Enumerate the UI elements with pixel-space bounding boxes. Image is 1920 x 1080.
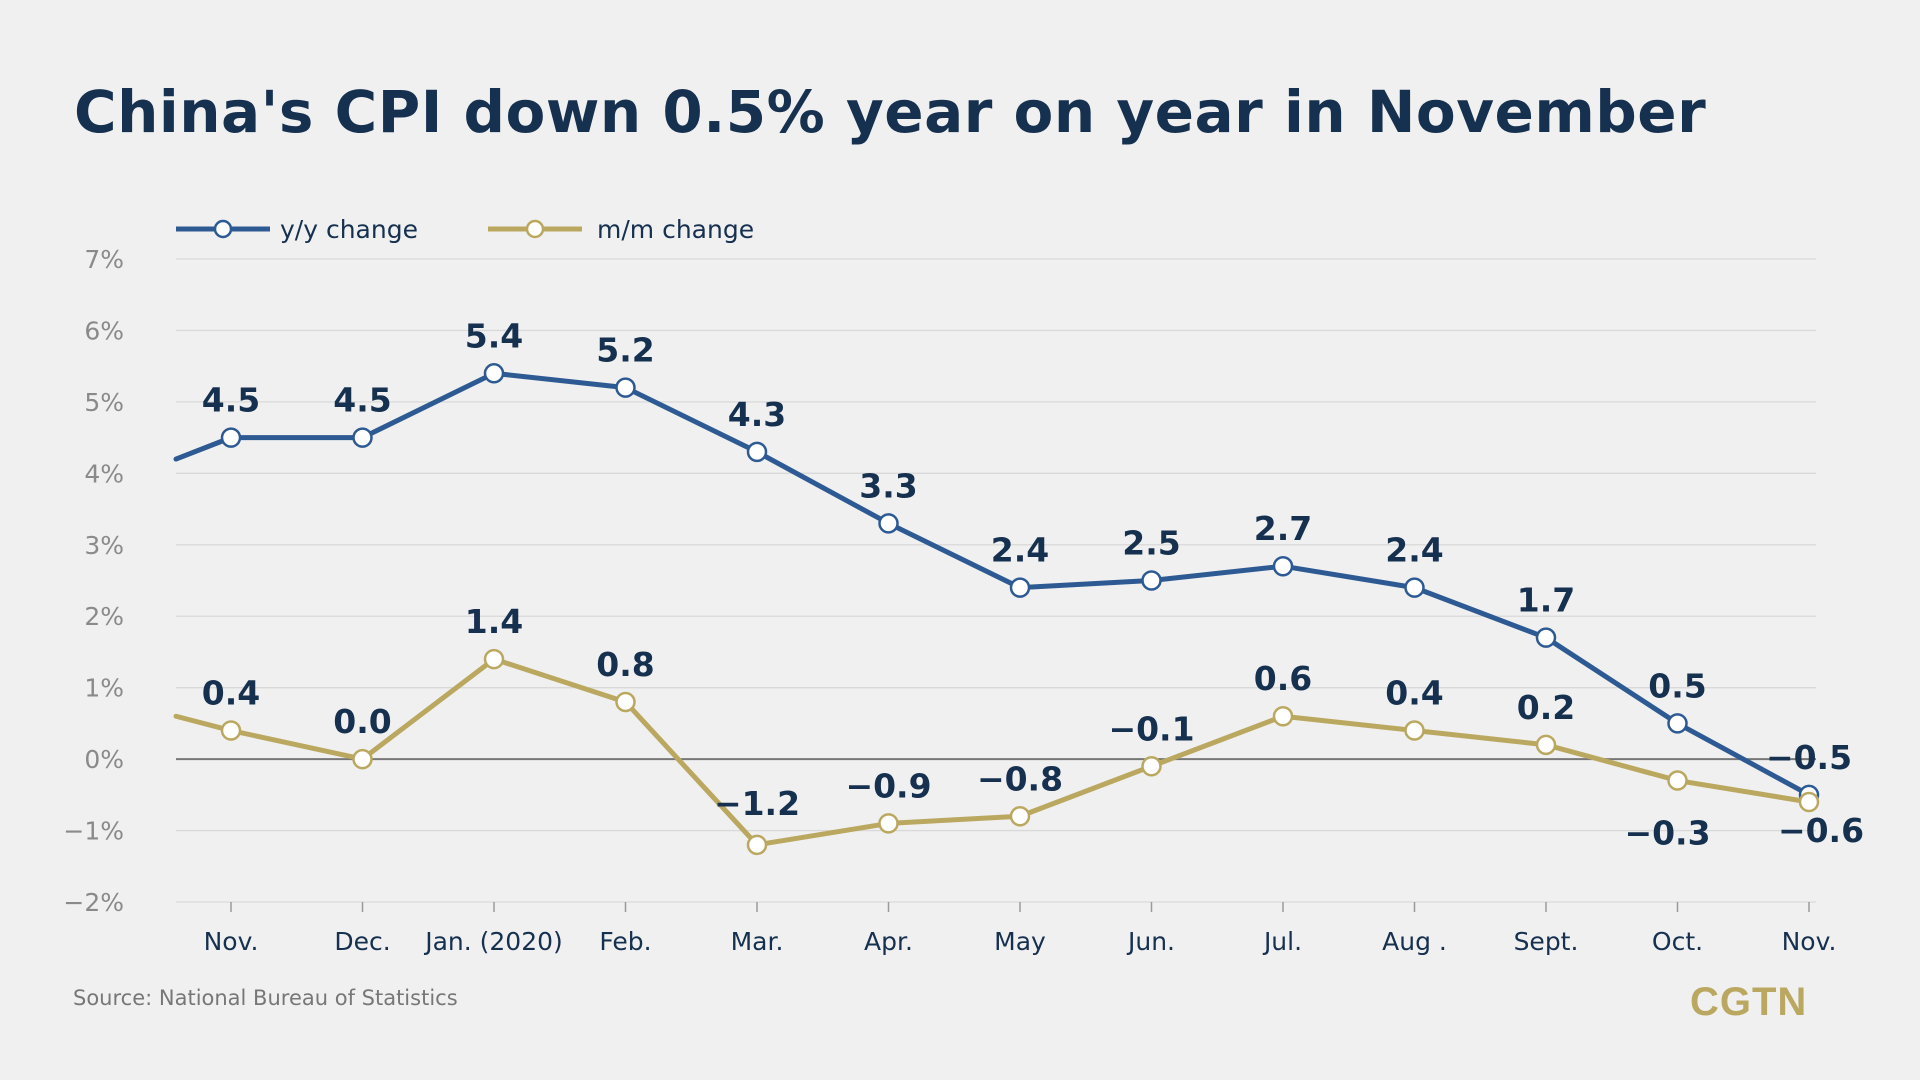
mm-data-point — [1798, 791, 1820, 813]
y-tick-label: 0% — [84, 745, 124, 774]
y-tick-label: −2% — [63, 888, 124, 917]
x-tick-label: May — [994, 927, 1046, 956]
yy-data-label: 3.3 — [859, 466, 917, 505]
yy-data-label: 5.4 — [465, 316, 523, 355]
mm-data-point — [615, 691, 636, 713]
mm-data-label: −0.1 — [1108, 709, 1194, 748]
mm-data-label: 0.2 — [1517, 688, 1575, 727]
y-tick-label: 2% — [84, 602, 124, 631]
mm-data-label: 0.8 — [596, 645, 654, 684]
mm-data-label: −0.8 — [977, 759, 1063, 798]
mm-data-label: 0.4 — [1385, 674, 1443, 713]
yy-data-label: −0.5 — [1766, 738, 1852, 777]
yy-data-point — [1667, 713, 1688, 734]
series-lines — [173, 363, 1820, 856]
y-tick-label: 3% — [84, 531, 124, 560]
source-note: Source: National Bureau of Statistics — [73, 986, 458, 1010]
yy-data-point — [746, 441, 768, 463]
yy-data-point — [878, 513, 899, 534]
legend: y/y change m/m change — [176, 215, 754, 244]
mm-data-point — [1141, 756, 1162, 777]
yy-data-label: 2.4 — [991, 531, 1049, 570]
x-tick-label: Apr. — [864, 927, 913, 956]
x-tick-label: Jun. — [1126, 927, 1175, 956]
yy-data-point — [1141, 570, 1162, 591]
x-axis-ticks: Nov. Dec. Jan. (2020) Feb. Mar. Apr. May Jun. Ju… — [204, 902, 1837, 956]
y-tick-label: 7% — [84, 245, 124, 274]
yy-series-line — [173, 370, 1812, 798]
mm-data-point — [1667, 770, 1688, 791]
yy-data-point — [1404, 577, 1425, 598]
yy-data-label: 4.3 — [728, 395, 786, 434]
mm-data-label: 0.6 — [1254, 659, 1312, 698]
mm-data-label: −0.6 — [1778, 811, 1864, 850]
y-tick-label: 5% — [84, 388, 124, 417]
legend-marker — [213, 219, 233, 239]
yy-data-point — [352, 427, 373, 448]
y-tick-label: 6% — [84, 316, 124, 345]
chart-title: China's CPI down 0.5% year on year in No… — [74, 78, 1707, 146]
yy-data-label: 4.5 — [333, 381, 391, 420]
mm-data-point — [352, 748, 373, 770]
x-tick-label: Aug . — [1382, 927, 1447, 956]
yy-data-label: 2.7 — [1254, 509, 1312, 548]
yy-data-label: 1.7 — [1517, 581, 1575, 620]
yy-data-label: 4.5 — [202, 381, 260, 420]
mm-data-point — [1404, 720, 1425, 741]
mm-data-point — [878, 813, 899, 834]
mm-series-line — [173, 656, 1812, 848]
mm-data-label: −0.9 — [845, 766, 931, 805]
mm-data-label: −0.3 — [1624, 814, 1710, 853]
mm-data-point — [1009, 806, 1031, 827]
y-tick-label: −1% — [63, 817, 124, 846]
grid-lines — [176, 258, 1816, 903]
x-tick-label: Nov. — [1782, 927, 1837, 956]
data-labels: 4.5 4.5 5.4 5.2 4.3 3.3 2.4 2.5 2.7 2.4 1.7 0.5 −0.5… — [202, 316, 1864, 852]
y-axis-ticks: 7% 6% 5% 4% 3% 2% 1% 0% −1% −2% — [63, 245, 124, 917]
yy-data-point — [220, 427, 242, 448]
mm-data-label: 0.4 — [202, 674, 260, 713]
cgtn-logo: CGTN — [1690, 980, 1808, 1024]
yy-data-point — [615, 377, 636, 398]
yy-data-label: 2.5 — [1122, 524, 1180, 563]
yy-data-label: 5.2 — [596, 331, 654, 370]
x-tick-label: Jul. — [1262, 927, 1302, 956]
legend-label: m/m change — [597, 215, 754, 244]
y-tick-label: 4% — [84, 459, 124, 488]
mm-data-label: −1.2 — [714, 784, 800, 823]
x-tick-label: Dec. — [334, 927, 390, 956]
mm-data-point — [220, 720, 242, 741]
x-tick-label: Feb. — [599, 927, 651, 956]
yy-data-point — [1535, 627, 1557, 648]
yy-data-point — [1272, 555, 1294, 577]
yy-data-point — [1009, 577, 1031, 598]
x-tick-label: Mar. — [731, 927, 784, 956]
x-tick-label: Oct. — [1652, 927, 1703, 956]
mm-data-point — [746, 834, 768, 856]
mm-data-point — [1272, 705, 1294, 727]
yy-data-label: 0.5 — [1648, 666, 1706, 705]
mm-data-label: 1.4 — [465, 602, 523, 641]
x-tick-label: Sept. — [1514, 927, 1579, 956]
x-tick-label: Jan. (2020) — [423, 927, 563, 956]
mm-data-label: 0.0 — [333, 702, 391, 741]
x-tick-label: Nov. — [204, 927, 259, 956]
mm-data-point — [483, 648, 505, 670]
yy-data-label: 2.4 — [1385, 531, 1443, 570]
legend-label: y/y change — [280, 215, 418, 244]
mm-data-point — [1535, 734, 1557, 756]
yy-data-point — [483, 363, 505, 384]
legend-marker — [525, 219, 545, 239]
y-tick-label: 1% — [84, 674, 124, 703]
